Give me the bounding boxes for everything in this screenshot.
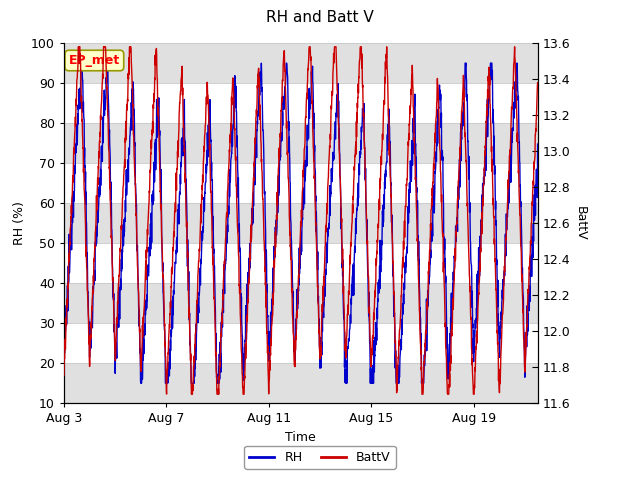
Line: BattV: BattV (64, 47, 538, 394)
Bar (64, 363, 538, 403)
RH (84, 312, 92, 317)
RH (278, 132, 286, 138)
BattV (60, 372, 68, 378)
RH (433, 118, 441, 124)
Legend: RH, BattV: RH, BattV (244, 446, 396, 469)
RH (520, 347, 528, 353)
BattV (520, 347, 528, 353)
Line: RH: RH (64, 63, 538, 383)
Y-axis label: RH (%): RH (%) (13, 201, 26, 245)
Bar (64, 203, 538, 243)
RH (534, 141, 541, 147)
BattV (534, 80, 541, 85)
RH (520, 330, 528, 336)
BattV (188, 391, 195, 397)
Bar (64, 123, 538, 163)
BattV (278, 83, 286, 88)
X-axis label: Time: Time (285, 431, 316, 444)
BattV (291, 358, 299, 364)
Y-axis label: BattV: BattV (574, 206, 587, 240)
RH (291, 341, 299, 347)
RH (137, 380, 145, 386)
RH (60, 356, 68, 361)
Bar (64, 43, 538, 83)
BattV (520, 345, 528, 351)
Bar (64, 283, 538, 323)
RH (77, 60, 84, 66)
Text: EP_met: EP_met (68, 54, 120, 67)
BattV (84, 314, 92, 320)
BattV (75, 44, 83, 49)
Text: RH and Batt V: RH and Batt V (266, 10, 374, 24)
BattV (433, 75, 441, 81)
